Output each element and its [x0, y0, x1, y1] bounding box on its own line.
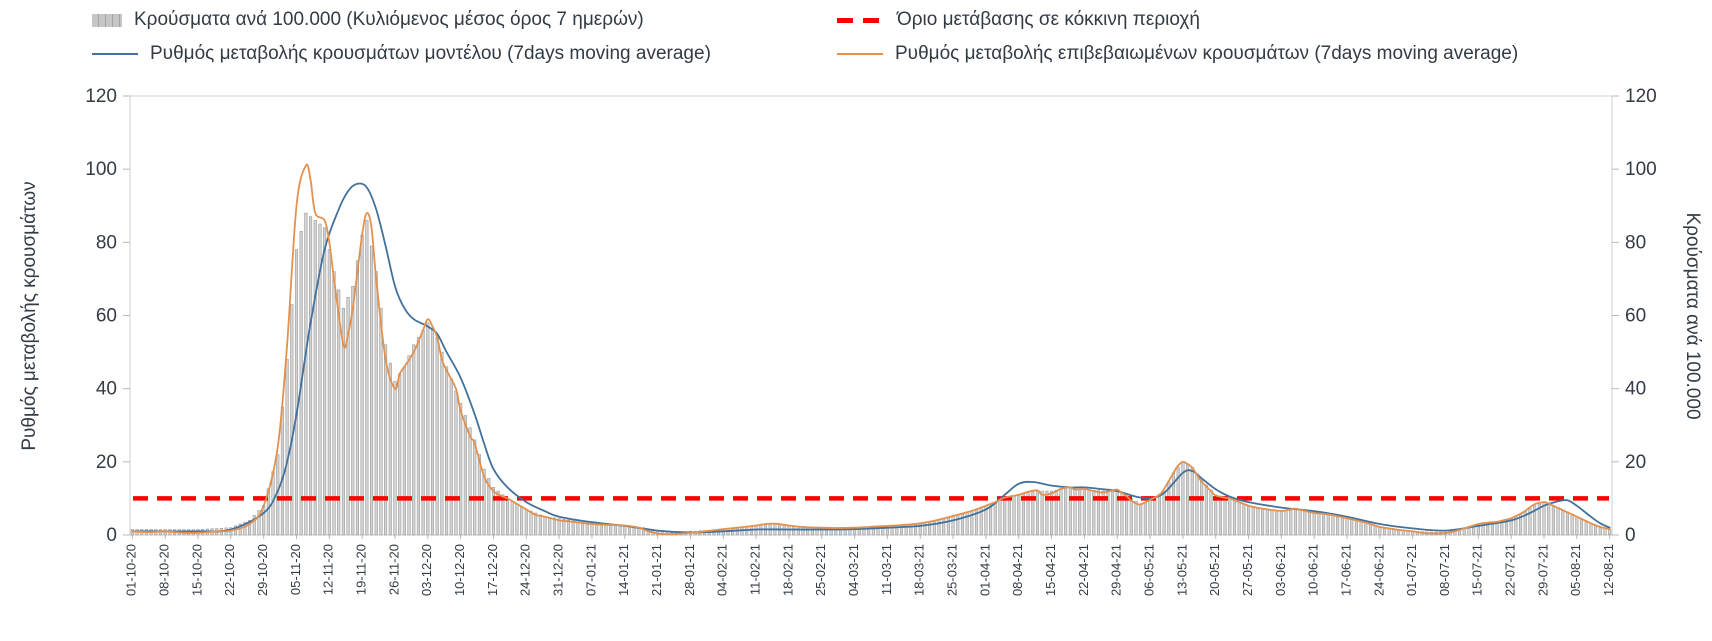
x-tick-label: 17-06-21 — [1338, 544, 1353, 596]
x-tick-label: 18-03-21 — [912, 544, 927, 596]
x-tick-label: 10-12-20 — [452, 544, 467, 596]
x-tick-label: 29-10-20 — [255, 544, 270, 596]
y-left-tick-label: 60 — [96, 306, 117, 327]
model-line-swatch-icon — [92, 53, 138, 55]
x-tick-label: 04-02-21 — [715, 544, 730, 596]
x-tick-label: 05-11-20 — [288, 544, 303, 595]
x-tick-label: 01-07-21 — [1404, 544, 1419, 596]
legend-item-confirmed-line: Ρυθμός μεταβολής επιβεβαιωμένων κρουσμάτ… — [837, 42, 1518, 66]
x-tick-label: 01-04-21 — [977, 544, 992, 596]
x-tick-label: 01-10-20 — [124, 544, 139, 596]
y-left-tick-label: 0 — [106, 525, 117, 546]
y-right-tick-label: 60 — [1625, 306, 1646, 327]
confirmed-line-swatch-icon — [837, 53, 883, 55]
x-tick-label: 20-05-21 — [1207, 544, 1222, 596]
legend-label-model-line: Ρυθμός μεταβολής κρουσμάτων μοντέλου (7d… — [150, 43, 711, 64]
x-tick-label: 08-04-21 — [1010, 544, 1025, 596]
model-line — [131, 182, 1611, 534]
y-right-tick-label: 100 — [1625, 159, 1657, 180]
legend-label-cases-bars: Κρούσματα ανά 100.000 (Κυλιόμενος μέσος … — [134, 9, 644, 30]
x-tick-label: 15-04-21 — [1043, 544, 1058, 596]
threshold-dash-swatch-icon — [837, 17, 885, 23]
legend-item-threshold: Όριο μετάβασης σε κόκκινη περιοχή — [837, 8, 1518, 32]
y-left-tick-label: 100 — [85, 159, 117, 180]
bar-series-swatch-icon — [92, 13, 122, 27]
x-tick-label: 22-07-21 — [1503, 544, 1518, 596]
x-tick-label: 31-12-20 — [551, 544, 566, 596]
y-right-tick-label: 20 — [1625, 452, 1646, 473]
x-tick-label: 28-01-21 — [682, 544, 697, 596]
legend-label-threshold: Όριο μετάβασης σε κόκκινη περιοχή — [897, 9, 1200, 30]
y-left-tick-label: 80 — [96, 232, 117, 253]
x-tick-label: 03-06-21 — [1273, 544, 1288, 596]
x-tick-label: 21-01-21 — [649, 544, 664, 596]
x-tick-label: 26-11-20 — [386, 544, 401, 595]
y-right-tick-label: 120 — [1625, 86, 1657, 107]
x-axis-labels: 01-10-20 08-10-20 15-10-20 22-10-20 29-10-20… — [124, 535, 1616, 596]
x-tick-label: 18-02-21 — [780, 544, 795, 596]
y-left-tick-label: 20 — [96, 452, 117, 473]
axes: 0 0 20 20 40 40 60 60 80 80 100 100 120 120 — [85, 86, 1656, 546]
chart-legend: Κρούσματα ανά 100.000 (Κυλιόμενος μέσος … — [92, 8, 1518, 66]
y-right-tick-label: 80 — [1625, 232, 1646, 253]
x-tick-label: 14-01-21 — [616, 544, 631, 596]
y-left-tick-label: 120 — [85, 86, 117, 107]
x-tick-label: 24-12-20 — [518, 544, 533, 596]
x-tick-label: 25-03-21 — [945, 544, 960, 596]
x-tick-label: 22-10-20 — [222, 544, 237, 596]
y-right-tick-label: 40 — [1625, 379, 1646, 400]
x-tick-label: 07-01-21 — [583, 544, 598, 596]
confirmed-line — [131, 163, 1611, 536]
bars-cases-per-100k — [130, 212, 1612, 536]
y-left-tick-label: 40 — [96, 379, 117, 400]
x-tick-label: 17-12-20 — [485, 544, 500, 596]
x-tick-label: 12-11-20 — [321, 544, 336, 595]
x-tick-label: 11-03-21 — [879, 544, 894, 595]
x-tick-label: 03-12-20 — [419, 544, 434, 596]
x-tick-label: 19-11-20 — [354, 544, 369, 595]
x-tick-label: 05-08-21 — [1568, 544, 1583, 596]
x-tick-label: 06-05-21 — [1141, 544, 1156, 596]
legend-item-cases-bars: Κρούσματα ανά 100.000 (Κυλιόμενος μέσος … — [92, 8, 837, 32]
x-tick-label: 25-02-21 — [813, 544, 828, 596]
y-right-tick-label: 0 — [1625, 525, 1636, 546]
x-tick-label: 08-07-21 — [1437, 544, 1452, 596]
x-tick-label: 15-07-21 — [1470, 544, 1485, 596]
x-tick-label: 15-10-20 — [189, 544, 204, 596]
x-tick-label: 13-05-21 — [1174, 544, 1189, 596]
x-tick-label: 10-06-21 — [1306, 544, 1321, 596]
x-tick-label: 12-08-21 — [1601, 544, 1616, 596]
x-tick-label: 04-03-21 — [846, 544, 861, 596]
x-tick-label: 11-02-21 — [748, 544, 763, 595]
legend-item-model-line: Ρυθμός μεταβολής κρουσμάτων μοντέλου (7d… — [92, 42, 837, 66]
x-tick-label: 22-04-21 — [1076, 544, 1091, 596]
x-tick-label: 24-06-21 — [1371, 544, 1386, 596]
x-tick-label: 29-04-21 — [1109, 544, 1124, 596]
x-tick-label: 29-07-21 — [1535, 544, 1550, 596]
legend-label-confirmed-line: Ρυθμός μεταβολής επιβεβαιωμένων κρουσμάτ… — [895, 43, 1519, 64]
x-tick-label: 27-05-21 — [1240, 544, 1255, 596]
x-tick-label: 08-10-20 — [157, 544, 172, 596]
